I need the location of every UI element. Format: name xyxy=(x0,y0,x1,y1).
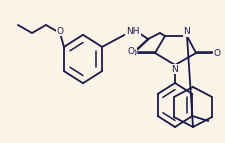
Text: O: O xyxy=(214,48,220,57)
Text: O: O xyxy=(130,48,137,57)
Text: O: O xyxy=(56,26,63,35)
Text: N: N xyxy=(184,27,190,36)
Text: NH: NH xyxy=(126,27,140,36)
Text: O: O xyxy=(128,46,135,55)
Text: O: O xyxy=(214,48,220,57)
Text: N: N xyxy=(184,27,190,36)
Text: N: N xyxy=(172,64,178,74)
Text: O: O xyxy=(130,48,137,57)
Text: NH: NH xyxy=(126,27,140,36)
Text: N: N xyxy=(172,64,178,74)
